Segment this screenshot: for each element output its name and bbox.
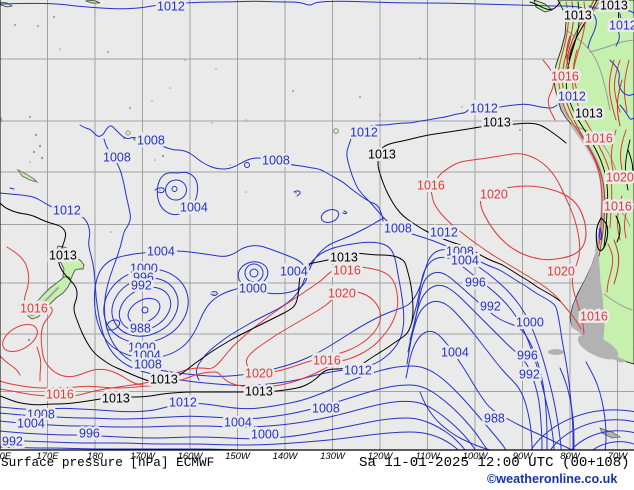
svg-text:80W: 80W: [560, 451, 581, 462]
svg-text:988: 988: [130, 322, 151, 336]
svg-text:150W: 150W: [225, 451, 251, 462]
svg-text:160W: 160W: [178, 451, 204, 462]
svg-text:992: 992: [131, 279, 152, 293]
svg-text:1008: 1008: [27, 408, 55, 422]
svg-text:1013: 1013: [600, 0, 628, 13]
svg-text:110W: 110W: [415, 451, 440, 462]
svg-text:1012: 1012: [558, 90, 586, 104]
svg-text:1000: 1000: [516, 316, 544, 330]
svg-text:1016: 1016: [333, 264, 361, 278]
svg-text:1000: 1000: [239, 282, 267, 296]
svg-text:120W: 120W: [368, 451, 394, 462]
svg-text:1012: 1012: [53, 204, 81, 218]
svg-text:1008: 1008: [134, 358, 162, 372]
svg-text:1013: 1013: [150, 373, 178, 387]
svg-text:1020: 1020: [606, 171, 634, 185]
svg-text:1013: 1013: [564, 9, 592, 23]
svg-text:1012: 1012: [169, 396, 197, 410]
svg-text:1020: 1020: [245, 367, 273, 381]
svg-text:90W: 90W: [513, 451, 534, 462]
svg-text:1020: 1020: [480, 188, 508, 202]
svg-text:1008: 1008: [446, 245, 474, 259]
svg-text:180: 180: [87, 451, 104, 462]
svg-text:1008: 1008: [384, 222, 412, 236]
svg-text:170W: 170W: [130, 451, 156, 462]
svg-text:1012: 1012: [430, 226, 458, 240]
svg-text:1004: 1004: [224, 416, 252, 430]
svg-text:1012: 1012: [470, 102, 498, 116]
svg-text:1004: 1004: [451, 254, 479, 268]
svg-text:Sa 11-01-2025 12:00 UTC (00+10: Sa 11-01-2025 12:00 UTC (00+108): [359, 455, 630, 471]
svg-text:1008: 1008: [262, 154, 290, 168]
svg-text:1004: 1004: [280, 265, 308, 279]
svg-text:996: 996: [465, 276, 486, 290]
svg-text:1008: 1008: [312, 402, 340, 416]
svg-text:1000: 1000: [251, 428, 279, 442]
svg-text:1004: 1004: [17, 417, 45, 431]
svg-text:1016: 1016: [313, 354, 341, 368]
svg-text:1013: 1013: [575, 107, 603, 121]
svg-text:1012: 1012: [344, 364, 372, 378]
svg-text:100W: 100W: [463, 451, 489, 462]
svg-text:170E: 170E: [36, 451, 59, 462]
svg-text:1016: 1016: [20, 302, 48, 316]
svg-text:1004: 1004: [133, 349, 161, 363]
svg-text:1004: 1004: [147, 245, 175, 259]
svg-text:1016: 1016: [585, 132, 613, 146]
svg-text:140W: 140W: [273, 451, 299, 462]
svg-text:1013: 1013: [102, 392, 130, 406]
svg-text:1016: 1016: [580, 310, 608, 324]
svg-text:130W: 130W: [320, 451, 346, 462]
svg-text:1012: 1012: [609, 19, 634, 33]
svg-text:1000: 1000: [130, 262, 158, 276]
svg-text:1013: 1013: [245, 385, 273, 399]
svg-text:©weatheronline.co.uk: ©weatheronline.co.uk: [487, 472, 618, 486]
svg-text:992: 992: [2, 435, 23, 449]
svg-text:996: 996: [133, 271, 154, 285]
svg-text:Surface pressure [hPa] ECMWF: Surface pressure [hPa] ECMWF: [1, 455, 214, 470]
svg-text:1004: 1004: [441, 346, 469, 360]
svg-text:996: 996: [517, 349, 538, 363]
svg-text:1013: 1013: [49, 249, 77, 263]
svg-text:1008: 1008: [103, 151, 131, 165]
svg-text:1004: 1004: [180, 201, 208, 215]
svg-text:1020: 1020: [328, 287, 356, 301]
svg-text:1012: 1012: [350, 126, 378, 140]
svg-text:1013: 1013: [330, 251, 358, 265]
svg-text:1000: 1000: [128, 341, 156, 355]
svg-text:1013: 1013: [368, 148, 396, 162]
svg-text:1012: 1012: [157, 0, 185, 14]
svg-text:992: 992: [480, 300, 501, 314]
svg-text:996: 996: [79, 427, 100, 441]
svg-text:1020: 1020: [547, 265, 575, 279]
svg-text:1016: 1016: [604, 200, 632, 214]
svg-text:988: 988: [484, 412, 505, 426]
svg-text:70W: 70W: [608, 451, 629, 462]
svg-text:1016: 1016: [551, 70, 579, 84]
svg-text:992: 992: [519, 368, 540, 382]
svg-text:1016: 1016: [46, 388, 74, 402]
svg-text:1016: 1016: [417, 179, 445, 193]
svg-text:1008: 1008: [137, 134, 165, 148]
svg-text:1013: 1013: [483, 116, 511, 130]
